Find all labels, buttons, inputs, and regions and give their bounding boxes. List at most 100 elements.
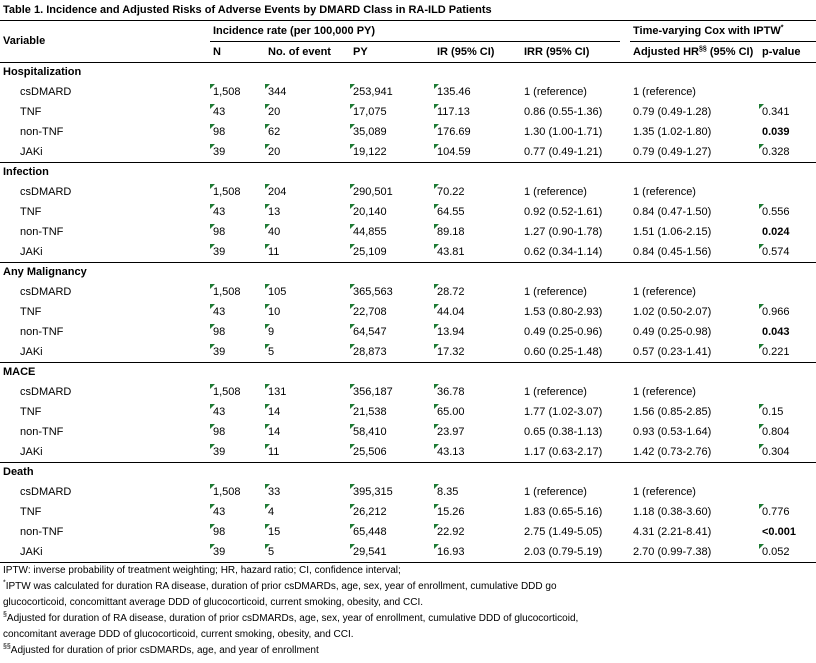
cell-events: 62 bbox=[264, 122, 280, 142]
row-label: non-TNF bbox=[20, 526, 64, 538]
rule bbox=[0, 262, 816, 263]
column-header: PY bbox=[353, 46, 368, 58]
footnote: *IPTW was calculated for duration RA dis… bbox=[3, 579, 557, 595]
cell-events: 344 bbox=[264, 82, 286, 102]
cell-ir: 70.22 bbox=[434, 182, 465, 202]
footnote-text: IPTW: inverse probability of treatment w… bbox=[3, 565, 401, 576]
column-header: N bbox=[213, 46, 221, 58]
footnote-mark: §§ bbox=[3, 643, 11, 651]
cell-events: 131 bbox=[264, 382, 286, 402]
header-incidence: Incidence rate (per 100,000 PY) bbox=[213, 25, 376, 37]
footnote: concomitant average DDD of glucocorticoi… bbox=[3, 627, 354, 643]
cell-ir: 89.18 bbox=[434, 222, 465, 242]
row-label: JAKi bbox=[20, 446, 43, 458]
header-cox: Time-varying Cox with IPTW* bbox=[633, 21, 783, 41]
cell-irr: 1 (reference) bbox=[524, 386, 587, 398]
cell-n: 1,508 bbox=[210, 382, 241, 402]
cell-n: 43 bbox=[209, 302, 225, 322]
cell-events: 11 bbox=[264, 242, 279, 262]
cell-n: 1,508 bbox=[210, 182, 241, 202]
column-header: IRR (95% CI) bbox=[524, 46, 590, 58]
cell-ir: 104.59 bbox=[434, 142, 471, 162]
cell-hr: 1 (reference) bbox=[633, 486, 696, 498]
cell-py: 25,506 bbox=[350, 442, 387, 462]
rule bbox=[0, 62, 816, 63]
cell-irr: 1.17 (0.63-2.17) bbox=[524, 446, 603, 458]
cell-events: 14 bbox=[264, 422, 280, 442]
cell-py: 22,708 bbox=[350, 302, 387, 322]
cell-hr: 0.49 (0.25-0.98) bbox=[633, 326, 712, 338]
cell-p: 0.341 bbox=[759, 102, 790, 122]
cell-p: 0.052 bbox=[759, 542, 790, 562]
header-hr-after: (95% CI) bbox=[706, 46, 754, 58]
footnote-text: concomitant average DDD of glucocorticoi… bbox=[3, 629, 354, 640]
header-cox-sup: * bbox=[780, 24, 784, 32]
row-label: JAKi bbox=[20, 346, 43, 358]
cell-p: 0.966 bbox=[759, 302, 790, 322]
footnote: IPTW: inverse probability of treatment w… bbox=[3, 563, 401, 579]
rule bbox=[0, 162, 816, 163]
cell-n: 39 bbox=[209, 142, 225, 162]
footnote: glucocorticoid, concomittant average DDD… bbox=[3, 595, 423, 611]
cell-hr: 1.42 (0.73-2.76) bbox=[633, 446, 712, 458]
cell-p: 0.15 bbox=[758, 402, 783, 422]
column-header: No. of event bbox=[268, 46, 331, 58]
cell-py: 21,538 bbox=[350, 402, 387, 422]
cell-hr: 1 (reference) bbox=[633, 186, 696, 198]
header-p: p-value bbox=[762, 46, 801, 58]
row-label: csDMARD bbox=[20, 186, 72, 198]
cell-n: 98 bbox=[209, 122, 225, 142]
cell-n: 98 bbox=[209, 522, 225, 542]
section-name: Death bbox=[3, 466, 34, 478]
cell-n: 98 bbox=[209, 422, 225, 442]
cell-n: 43 bbox=[209, 502, 225, 522]
cell-events: 13 bbox=[264, 202, 280, 222]
cell-ir: 8.35 bbox=[433, 482, 458, 502]
cell-hr: 0.57 (0.23-1.41) bbox=[633, 346, 712, 358]
cell-hr: 0.79 (0.49-1.28) bbox=[633, 106, 712, 118]
cell-events: 11 bbox=[264, 442, 279, 462]
cell-hr: 4.31 (2.21-8.41) bbox=[633, 526, 712, 538]
cell-p: 0.328 bbox=[759, 142, 790, 162]
cell-events: 14 bbox=[264, 402, 280, 422]
cell-py: 20,140 bbox=[350, 202, 387, 222]
cell-py: 35,089 bbox=[350, 122, 387, 142]
rule bbox=[0, 562, 816, 563]
cell-events: 4 bbox=[264, 502, 274, 522]
cell-irr: 0.77 (0.49-1.21) bbox=[524, 146, 603, 158]
cell-py: 29,541 bbox=[350, 542, 387, 562]
cell-py: 395,315 bbox=[350, 482, 393, 502]
cell-events: 20 bbox=[264, 142, 280, 162]
cell-ir: 16.93 bbox=[434, 542, 465, 562]
cell-hr: 1 (reference) bbox=[633, 286, 696, 298]
row-label: csDMARD bbox=[20, 86, 72, 98]
cell-py: 356,187 bbox=[350, 382, 393, 402]
cell-irr: 0.49 (0.25-0.96) bbox=[524, 326, 603, 338]
cell-irr: 1 (reference) bbox=[524, 86, 587, 98]
cell-hr: 0.93 (0.53-1.64) bbox=[633, 426, 712, 438]
header-cox-text: Time-varying Cox with IPTW bbox=[633, 25, 781, 37]
footnote-text: Adjusted for duration of prior csDMARDs,… bbox=[10, 645, 319, 656]
cell-irr: 1.77 (1.02-3.07) bbox=[524, 406, 603, 418]
cell-hr: 2.70 (0.99-7.38) bbox=[633, 546, 712, 558]
row-label: csDMARD bbox=[20, 386, 72, 398]
cell-irr: 1.53 (0.80-2.93) bbox=[524, 306, 603, 318]
cell-n: 39 bbox=[209, 442, 225, 462]
cell-events: 20 bbox=[264, 102, 280, 122]
cell-p: 0.304 bbox=[759, 442, 790, 462]
cell-py: 26,212 bbox=[350, 502, 387, 522]
cell-irr: 1.30 (1.00-1.71) bbox=[524, 126, 603, 138]
cell-py: 64,547 bbox=[350, 322, 387, 342]
cell-hr: 1.02 (0.50-2.07) bbox=[633, 306, 712, 318]
cell-irr: 0.62 (0.34-1.14) bbox=[524, 246, 603, 258]
cell-events: 204 bbox=[264, 182, 286, 202]
cell-irr: 1 (reference) bbox=[524, 286, 587, 298]
cell-hr: 1 (reference) bbox=[633, 386, 696, 398]
cell-ir: 13.94 bbox=[434, 322, 465, 342]
cell-p: 0.039 bbox=[762, 126, 790, 138]
row-label: JAKi bbox=[20, 546, 43, 558]
column-header: IR (95% CI) bbox=[437, 46, 495, 58]
cell-n: 39 bbox=[209, 342, 225, 362]
cell-hr: 1.51 (1.06-2.15) bbox=[633, 226, 712, 238]
row-label: JAKi bbox=[20, 246, 43, 258]
